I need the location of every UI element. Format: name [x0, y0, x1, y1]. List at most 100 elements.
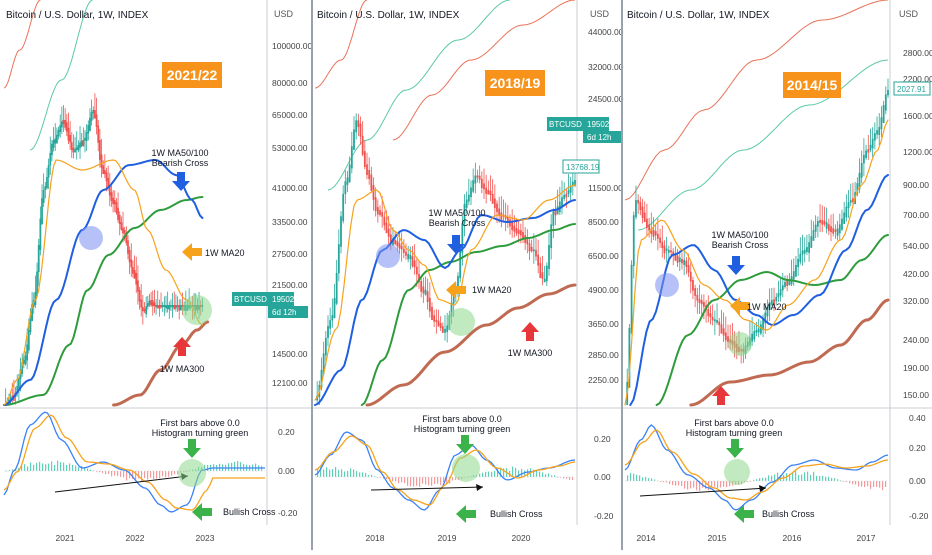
histogram-bar: [642, 477, 644, 481]
histogram-bar: [332, 469, 334, 477]
histogram-bar: [840, 480, 842, 482]
histogram-bar: [120, 471, 122, 477]
price-candle: [569, 185, 572, 193]
chart-title: Bitcoin / U.S. Dollar, 1W, INDEX: [6, 10, 149, 21]
price-candle: [103, 170, 106, 175]
highlight-circle: [655, 273, 679, 297]
histogram-bar: [771, 475, 773, 481]
annotation-text: 1W MA300: [508, 348, 553, 358]
histogram-bar: [87, 468, 89, 471]
y-tick-label: 2800.00: [903, 48, 932, 58]
price-candle: [44, 186, 47, 191]
histogram-bar: [105, 471, 107, 475]
x-tick-label: 2020: [512, 533, 531, 543]
price-candle: [74, 149, 76, 152]
last-price-tag-box: [893, 81, 931, 96]
histogram-bar: [563, 477, 565, 479]
price-candle: [882, 105, 885, 123]
histogram-bar: [542, 472, 544, 477]
price-candle: [694, 288, 697, 296]
histogram-bar: [177, 471, 179, 475]
annotation-text: Bearish Cross: [712, 240, 769, 250]
price-candle: [871, 138, 874, 149]
price-tag-box: [232, 292, 294, 306]
histogram-bar: [497, 468, 499, 477]
price-candle: [659, 237, 661, 243]
price-candle: [537, 254, 540, 266]
price-candle: [474, 175, 477, 184]
price-candle: [60, 121, 63, 128]
price-candle: [57, 130, 60, 137]
price-candle: [457, 275, 459, 293]
price-candle: [812, 230, 815, 241]
histogram-bar: [729, 481, 731, 487]
histogram-bar: [320, 467, 322, 477]
trend-line: [54, 475, 189, 493]
histogram-bar: [723, 481, 725, 487]
histogram-bar: [651, 478, 653, 481]
price-candle: [700, 300, 703, 305]
price-candle: [650, 228, 653, 235]
price-candle: [707, 309, 710, 317]
ma20-line: [3, 159, 203, 406]
price-candle: [31, 304, 34, 321]
price-candle: [37, 245, 40, 273]
x-tick-label: 2017: [857, 533, 876, 543]
price-candle: [563, 195, 566, 199]
price-candle: [138, 290, 141, 302]
price-candle: [665, 248, 668, 251]
price-candle: [720, 324, 723, 334]
histogram-bar: [672, 481, 674, 486]
price-candle: [806, 247, 808, 253]
price-candle: [865, 150, 867, 159]
price-candle: [819, 220, 821, 224]
annotation-text: Bearish Cross: [152, 158, 209, 168]
macd-y-tick-label: 0.20: [278, 427, 295, 437]
price-candle: [327, 325, 329, 338]
price-candle: [830, 226, 832, 233]
price-candle: [476, 175, 479, 178]
macd-annotation-text: Bullish Cross: [490, 509, 543, 519]
histogram-bar: [24, 464, 26, 471]
histogram-bar: [57, 460, 59, 471]
price-candle: [703, 301, 705, 307]
histogram-bar: [129, 471, 131, 479]
histogram-bar: [527, 469, 529, 477]
price-candle: [333, 298, 336, 318]
price-candle: [148, 300, 151, 305]
price-candle: [713, 319, 716, 322]
price-candle: [168, 305, 171, 310]
x-tick-label: 2019: [438, 533, 457, 543]
histogram-bar: [867, 481, 869, 487]
price-tag-value: 19502.24: [587, 120, 621, 129]
histogram-bar: [147, 471, 149, 480]
histogram-bar: [768, 475, 770, 481]
price-candle: [179, 305, 182, 311]
price-candle: [428, 297, 431, 312]
price-candle: [788, 279, 791, 286]
histogram-bar: [39, 461, 41, 471]
histogram-bar: [828, 476, 830, 481]
macd-arrow-down: [456, 435, 474, 454]
histogram-bar: [138, 471, 140, 479]
histogram-bar: [344, 471, 346, 477]
price-candle: [324, 337, 327, 356]
price-candle: [762, 318, 764, 331]
histogram-bar: [237, 460, 239, 471]
price-candle: [689, 271, 692, 282]
price-candle: [530, 246, 533, 252]
cycle-label-box: [485, 70, 545, 96]
price-candle: [122, 227, 124, 234]
macd-annotation-text: Bullish Cross: [762, 509, 815, 519]
histogram-bar: [338, 469, 340, 477]
y-tick-label: 6500.00: [588, 251, 619, 261]
price-candle: [112, 197, 114, 205]
price-candle: [814, 224, 817, 232]
cycle-label: 2021/22: [167, 67, 218, 83]
band-line: [624, 0, 889, 201]
annotation-text: Bearish Cross: [429, 218, 486, 228]
price-candle: [727, 336, 729, 343]
price-candle: [171, 305, 174, 308]
price-candle: [329, 320, 332, 329]
price-candle: [784, 281, 786, 287]
